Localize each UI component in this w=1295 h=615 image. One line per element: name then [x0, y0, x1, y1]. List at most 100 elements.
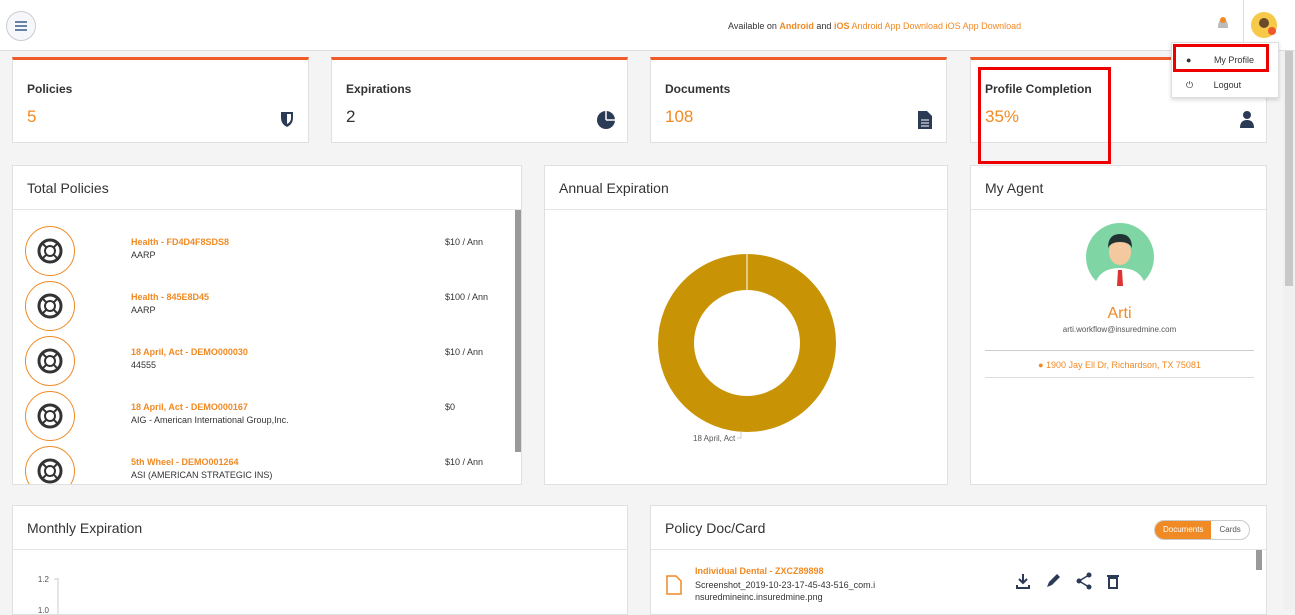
ios-link[interactable]: iOS: [833, 21, 850, 31]
panel-header: Total Policies: [13, 166, 521, 210]
line-chart: 1.2 1.0: [38, 575, 59, 615]
monthly-expiration-panel: Monthly Expiration 1.2 1.0: [12, 505, 628, 615]
hamburger-icon: [15, 21, 27, 31]
scrollbar[interactable]: [515, 210, 521, 452]
menu-button[interactable]: [6, 11, 36, 41]
file-icon: [666, 575, 682, 595]
menu-text: My Profile: [1213, 55, 1254, 65]
download-icon[interactable]: [1016, 574, 1030, 589]
agent-name: Arti: [1107, 305, 1132, 322]
policy-carrier: AARP: [131, 305, 156, 315]
policy-name[interactable]: 18 April, Act - DEMO000030: [131, 347, 248, 357]
menu-text: Logout: [1213, 80, 1242, 90]
shield-icon: [281, 112, 293, 127]
scrollbar[interactable]: [1256, 550, 1262, 570]
agent-email: arti.workflow@insuredmine.com: [1062, 325, 1177, 334]
panel-title: My Agent: [985, 180, 1044, 196]
android-link[interactable]: Android: [779, 21, 814, 31]
policy-carrier: ASI (AMERICAN STRATEGIC INS): [131, 470, 273, 480]
my-agent-panel: My Agent Arti arti.workflow@insuredmine.…: [970, 165, 1267, 485]
stat-label: Documents: [665, 82, 731, 96]
panel-header: My Agent: [971, 166, 1266, 210]
tab[interactable]: Cards: [1219, 525, 1241, 534]
label-leader: [737, 432, 742, 439]
donut-chart: 18 April, Act: [658, 254, 836, 443]
tab-group: Documents Cards: [1154, 520, 1250, 540]
policy-icon: [25, 281, 75, 331]
donut-ring: [658, 254, 836, 432]
policy-price: $10 / Ann: [445, 237, 484, 247]
policy-item[interactable]: 18 April, Act - DEMO000030 44555 $10 / Ann: [25, 336, 515, 386]
stat-label: Policies: [27, 82, 73, 96]
policy-price: $10 / Ann: [445, 457, 484, 467]
stat-label: Profile Completion: [985, 82, 1092, 96]
menu-item[interactable]: ● My Profile: [1186, 55, 1254, 65]
lifebuoy: [37, 293, 63, 319]
total-policies-panel: Total Policies Health - FD4D4F8SDS8 AARP $…: [12, 165, 522, 485]
bell-icon[interactable]: [1214, 14, 1232, 34]
stat-value: 2: [346, 107, 356, 126]
panel-header: Monthly Expiration: [13, 506, 627, 550]
panel-title: Monthly Expiration: [27, 520, 143, 536]
stat-value: 108: [665, 107, 694, 126]
lifebuoy: [37, 238, 63, 264]
doc-name[interactable]: Individual Dental - ZXCZ89898: [695, 566, 824, 576]
ios-download[interactable]: iOS App Download: [945, 21, 1022, 31]
stat-value: 35%: [985, 107, 1020, 126]
policy-carrier: AARP: [131, 250, 156, 260]
policy-icon: [25, 336, 75, 386]
policy-name[interactable]: Health - 845E8D45: [131, 292, 210, 302]
panel-title: Total Policies: [27, 180, 109, 196]
annual-expiration-panel: Annual Expiration 18 April, Act: [544, 165, 948, 485]
policy-name[interactable]: Health - FD4D4F8SDS8: [131, 237, 230, 247]
lifebuoy: [37, 458, 63, 484]
top-bar: Available on Android and iOS Android App…: [0, 0, 1295, 51]
doc-actions: [1016, 572, 1119, 590]
segment-label: 18 April, Act: [693, 434, 736, 443]
pie-icon: [597, 111, 615, 129]
policy-name[interactable]: 5th Wheel - DEMO001264: [131, 457, 239, 467]
stat-label: Expirations: [346, 82, 412, 96]
policy-item[interactable]: 18 April, Act - DEMO000167 AIG - American…: [25, 391, 515, 441]
policy-carrier: AIG - American International Group,Inc.: [131, 415, 289, 425]
agent-address: ● 1900 Jay Ell Dr, Richardson, TX 75081: [985, 350, 1254, 378]
panel-header: Policy Doc/Card: [651, 506, 1266, 550]
address-text: 1900 Jay Ell Dr, Richardson, TX 75081: [1046, 360, 1201, 370]
policy-icon: [25, 391, 75, 441]
share-icon[interactable]: [1076, 572, 1092, 590]
avatar[interactable]: [1250, 11, 1280, 41]
lifebuoy: [37, 348, 63, 374]
policy-carrier: 44555: [131, 360, 157, 370]
panel-header: Annual Expiration: [545, 166, 947, 210]
document-icon: [918, 111, 932, 129]
panel-title: Policy Doc/Card: [665, 520, 766, 536]
text: Available on: [728, 21, 777, 31]
tab[interactable]: Documents: [1155, 521, 1212, 539]
y-tick-label: 1.2: [38, 575, 50, 584]
stat-value: 5: [27, 107, 37, 126]
policy-price: $100 / Ann: [445, 292, 489, 302]
policy-name[interactable]: 18 April, Act - DEMO000167: [131, 402, 248, 412]
page-scrollbar[interactable]: [1283, 51, 1295, 610]
policy-price: $0: [445, 402, 456, 412]
divider: [1243, 0, 1244, 51]
stat-card: Policies 5: [12, 57, 309, 143]
policy-item[interactable]: Health - FD4D4F8SDS8 AARP $10 / Ann: [25, 226, 515, 276]
delete-icon[interactable]: [1107, 575, 1119, 589]
highlight-box: [978, 67, 1111, 164]
highlight-box: [1173, 44, 1269, 72]
edit-icon[interactable]: [1047, 574, 1060, 587]
policy-doc-panel: Policy Doc/Card Documents Cards Individu…: [650, 505, 1267, 615]
policy-item[interactable]: 5th Wheel - DEMO001264 ASI (AMERICAN STRA…: [25, 446, 515, 484]
policy-item[interactable]: Health - 845E8D45 AARP $100 / Ann: [25, 281, 515, 331]
app-links: Available on Android and iOS Android App…: [728, 21, 1021, 31]
y-tick-label: 1.0: [38, 606, 50, 615]
android-download[interactable]: Android App Download: [851, 21, 944, 31]
stat-card: Documents 108: [650, 57, 947, 143]
text: and: [816, 21, 832, 31]
doc-file: Screenshot_2019-10-23-17-45-43-516_com.i…: [695, 580, 876, 602]
menu-item[interactable]: ⏻ Logout: [1186, 80, 1242, 90]
user-icon: [1240, 111, 1254, 128]
policy-icon: [25, 226, 75, 276]
